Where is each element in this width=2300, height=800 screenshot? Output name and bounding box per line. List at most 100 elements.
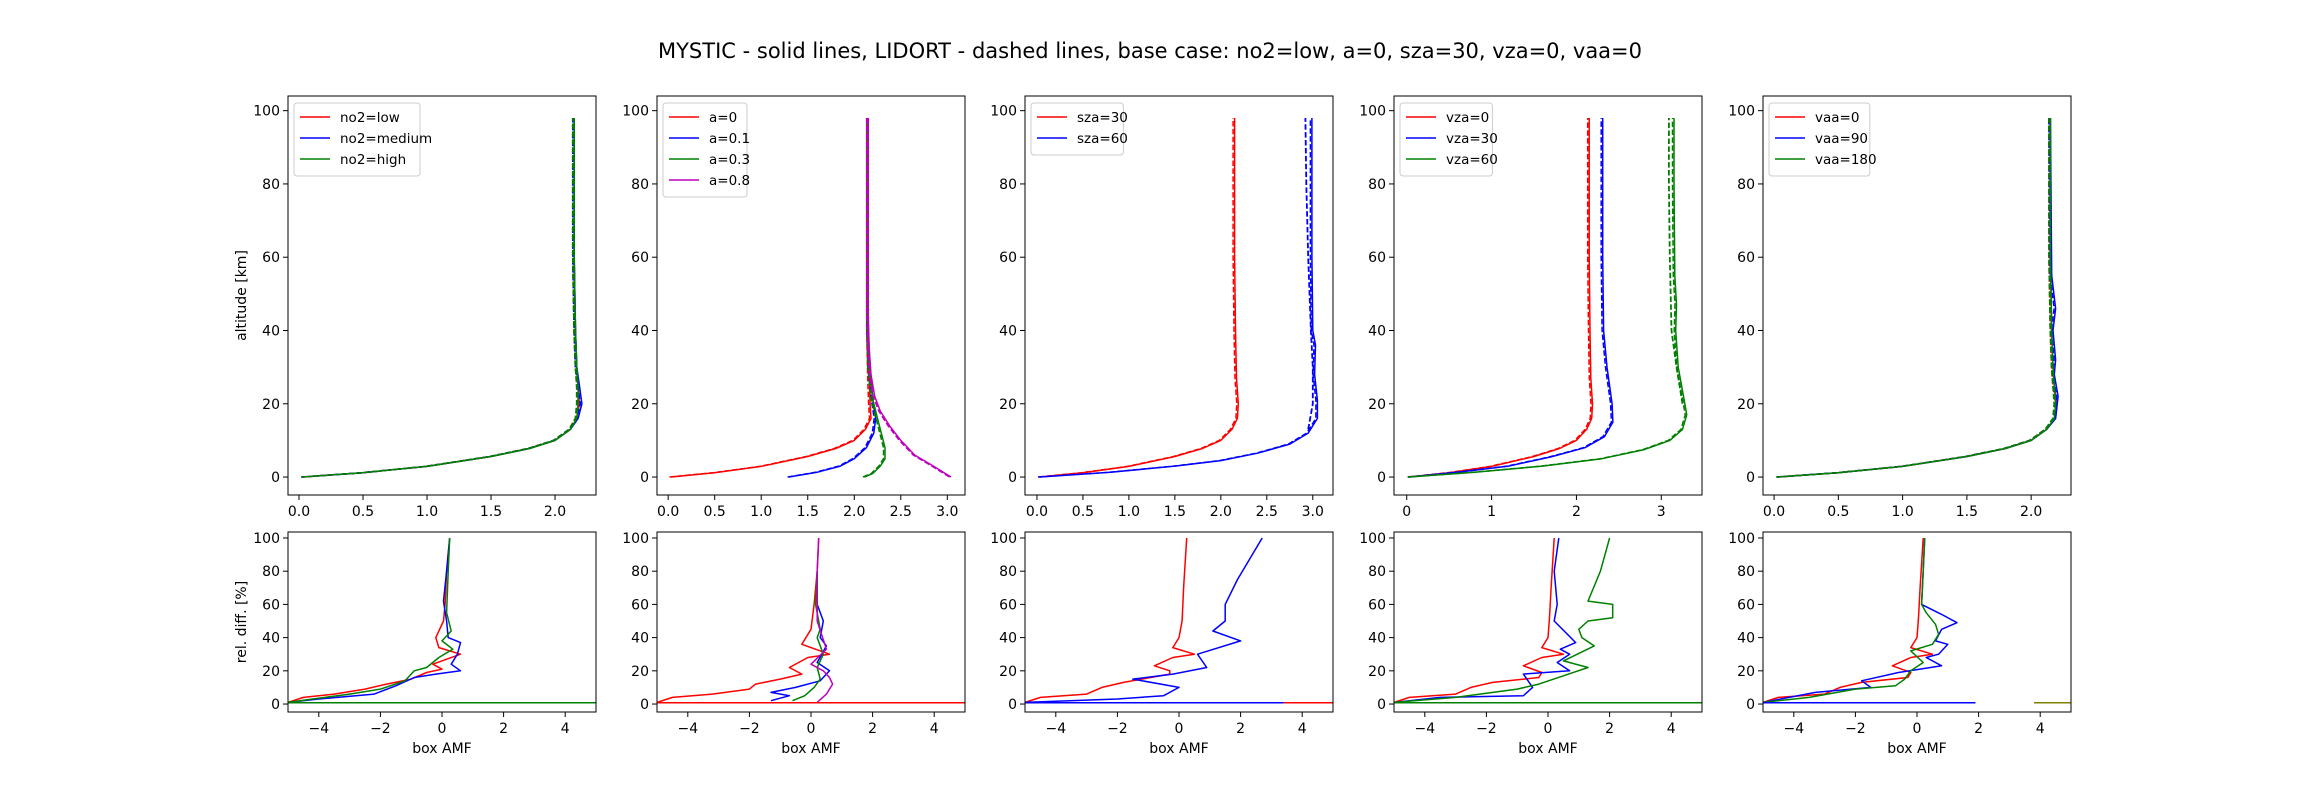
y-tick-label: 60 bbox=[631, 250, 649, 266]
y-tick-label: 20 bbox=[262, 397, 280, 413]
x-tick-label: 1.0 bbox=[1118, 504, 1140, 520]
legend: vaa=0 vaa=90 vaa=180 bbox=[1768, 102, 1877, 177]
x-tick-label: 4 bbox=[930, 721, 939, 737]
series-line-a-0-8 bbox=[867, 118, 952, 478]
series-line-vaa-0 bbox=[1763, 537, 1934, 704]
legend: vza=0 vza=30 vza=60 bbox=[1399, 102, 1498, 177]
y-tick-label: 0 bbox=[271, 697, 280, 713]
y-tick-label: 0 bbox=[640, 470, 649, 486]
x-tick-label: 0 bbox=[1544, 721, 1553, 737]
series-line-no2-medium bbox=[288, 537, 462, 704]
x-tick-label: 4 bbox=[1298, 721, 1307, 737]
y-tick-label: 80 bbox=[1737, 564, 1755, 580]
series-line-a-0-3 bbox=[864, 118, 886, 478]
y-tick-label: 40 bbox=[262, 323, 280, 339]
y-tick-label: 100 bbox=[622, 531, 649, 547]
x-tick-label: 2.0 bbox=[843, 504, 865, 520]
series-group bbox=[288, 537, 596, 704]
series-line-sza-60 bbox=[1039, 118, 1319, 478]
y-tick-label: 80 bbox=[999, 564, 1017, 580]
legend-label: no2=medium bbox=[340, 131, 432, 147]
series-line-no2-high bbox=[288, 537, 454, 704]
legend-label: vza=60 bbox=[1446, 152, 1498, 168]
x-tick-label: 4 bbox=[2036, 721, 2045, 737]
y-tick-label: 80 bbox=[262, 564, 280, 580]
x-tick-label: −2 bbox=[370, 721, 391, 737]
x-tick-label: 1.0 bbox=[750, 504, 772, 520]
y-tick-label: 60 bbox=[1737, 250, 1755, 266]
axes-top-albedo: 0.0 0.5 1.0 1.5 2.0 2.5 3.0 0 20 40 60 80 100 a=0 a=0.… bbox=[622, 95, 966, 520]
legend-label: a=0.8 bbox=[709, 173, 750, 189]
y-tick-label: 20 bbox=[631, 397, 649, 413]
x-tick-label: 4 bbox=[1667, 721, 1676, 737]
y-tick-label: 0 bbox=[1746, 697, 1755, 713]
axes-frame bbox=[1393, 95, 1703, 496]
y-tick-label: 60 bbox=[631, 597, 649, 613]
x-tick-label: 1 bbox=[1487, 504, 1496, 520]
legend-label: a=0 bbox=[709, 110, 737, 126]
y-tick-label: 100 bbox=[1728, 531, 1755, 547]
x-tick-label: 0.5 bbox=[1827, 504, 1849, 520]
y-tick-label: 20 bbox=[999, 664, 1017, 680]
series-line-vza-60 bbox=[1394, 537, 1614, 704]
y-tick-label: 0 bbox=[640, 697, 649, 713]
y-tick-label: 100 bbox=[1728, 104, 1755, 120]
series-group bbox=[1038, 117, 1319, 478]
series-group bbox=[657, 537, 965, 704]
legend-label: a=0.3 bbox=[709, 152, 750, 168]
legend-frame bbox=[1768, 102, 1871, 177]
y-axis-label: rel. diff. [%] bbox=[234, 581, 250, 663]
y-tick-label: 80 bbox=[1368, 564, 1386, 580]
y-tick-label: 40 bbox=[1368, 631, 1386, 647]
series-line-vaa-180 bbox=[1763, 537, 1940, 704]
legend-label: no2=high bbox=[340, 152, 406, 168]
series-line-vza-60 bbox=[1409, 118, 1688, 478]
y-tick-label: 40 bbox=[262, 631, 280, 647]
figure-title: MYSTIC - solid lines, LIDORT - dashed li… bbox=[658, 39, 1642, 63]
x-tick-label: 2.0 bbox=[544, 504, 566, 520]
x-tick-label: 2.0 bbox=[1210, 504, 1232, 520]
y-tick-label: 20 bbox=[1368, 397, 1386, 413]
legend-label: vza=0 bbox=[1446, 110, 1489, 126]
x-tick-label: −2 bbox=[1107, 721, 1128, 737]
x-tick-label: 1.5 bbox=[1164, 504, 1186, 520]
series-line-dashed-sza-60-LIDORT bbox=[1304, 117, 1314, 430]
y-tick-label: 80 bbox=[631, 564, 649, 580]
x-tick-label: 0 bbox=[1402, 504, 1411, 520]
y-tick-label: 100 bbox=[253, 531, 280, 547]
x-tick-label: 0.0 bbox=[1763, 504, 1785, 520]
y-tick-label: 60 bbox=[1737, 597, 1755, 613]
y-tick-label: 0 bbox=[1377, 697, 1386, 713]
x-tick-label: 2 bbox=[499, 721, 508, 737]
series-line-no2-low bbox=[288, 537, 462, 704]
y-tick-label: 20 bbox=[631, 664, 649, 680]
x-tick-label: 2 bbox=[868, 721, 877, 737]
series-line-a-0-8 bbox=[810, 537, 834, 703]
y-tick-label: 0 bbox=[1008, 697, 1017, 713]
y-tick-label: 40 bbox=[999, 631, 1017, 647]
legend-label: a=0.1 bbox=[709, 131, 750, 147]
x-tick-label: −2 bbox=[739, 721, 760, 737]
x-axis-label: box AMF bbox=[1149, 741, 1208, 757]
x-tick-label: −4 bbox=[1045, 721, 1066, 737]
legend-label: vaa=0 bbox=[1815, 110, 1859, 126]
x-tick-label: 1.0 bbox=[1891, 504, 1913, 520]
y-tick-label: 80 bbox=[631, 177, 649, 193]
x-tick-label: 1.5 bbox=[797, 504, 819, 520]
x-axis-label: box AMF bbox=[1518, 741, 1577, 757]
axes-top-vza: 0 1 2 3 0 20 40 60 80 100 vza=0 vza=30 vza=60 bbox=[1359, 95, 1703, 520]
legend-label: vza=30 bbox=[1446, 131, 1498, 147]
legend-label: vaa=90 bbox=[1815, 131, 1868, 147]
y-axis-label: altitude [km] bbox=[234, 250, 250, 341]
series-group bbox=[1025, 537, 1333, 704]
legend: a=0 a=0.1 a=0.3 a=0.8 bbox=[662, 102, 750, 198]
series-group bbox=[669, 118, 952, 478]
x-tick-label: −4 bbox=[1783, 721, 1804, 737]
legend-label: no2=low bbox=[340, 110, 400, 126]
